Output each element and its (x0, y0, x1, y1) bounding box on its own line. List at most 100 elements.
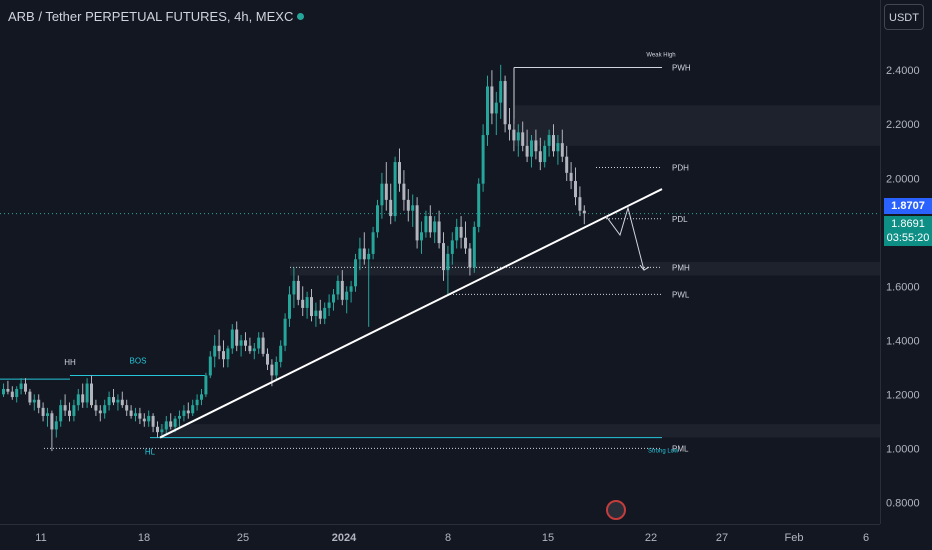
zone-box (290, 262, 880, 276)
candle-body (191, 405, 195, 414)
candle-body (468, 248, 472, 268)
time-tick-label: 8 (445, 532, 451, 544)
candle-body (503, 81, 507, 125)
annotation-label: PMH (672, 263, 690, 272)
time-tick-label: 6 (863, 532, 869, 544)
candle-body (393, 162, 397, 217)
candle-body (490, 86, 494, 114)
candle-body (345, 291, 349, 300)
time-tick-label: 15 (542, 532, 554, 544)
candle-body (186, 410, 190, 414)
candle-body (336, 280, 340, 295)
candle-body (556, 143, 560, 152)
zones-layer (160, 105, 880, 438)
price-tick-label: 1.0000 (886, 443, 920, 455)
candle-body (547, 135, 551, 146)
candle-body (565, 156, 569, 173)
time-tick-label: 27 (716, 532, 728, 544)
annotation-label: HL (145, 448, 156, 457)
candle-body (46, 413, 49, 416)
projection-path (605, 206, 645, 271)
candle-body (195, 399, 199, 406)
candle-body (362, 248, 366, 260)
time-tick-label: 11 (35, 532, 46, 544)
candle-body (107, 397, 111, 406)
time-tick-label: 18 (138, 532, 150, 544)
candle-body (182, 410, 186, 416)
time-tick-label: 25 (237, 532, 249, 544)
price-tick-label: 2.0000 (886, 173, 920, 185)
candle-body (380, 183, 384, 206)
candle-body (494, 102, 498, 114)
candle-body (283, 318, 287, 346)
price-tick-label: 0.8000 (886, 497, 920, 509)
candle-body (116, 399, 120, 403)
currency-unit-button[interactable]: USDT (884, 4, 924, 30)
candle-body (151, 415, 155, 427)
candle-body (477, 183, 481, 227)
candle-body (424, 216, 428, 233)
current-price-tag: 1.8691 03:55:20 (884, 216, 932, 246)
candle-body (450, 240, 454, 254)
candle-body (103, 405, 107, 414)
time-axis[interactable]: 11 18 25 2024 8 15 22 27 Feb 6 (35, 532, 869, 544)
candle-body (525, 145, 529, 157)
candle-body (6, 388, 10, 392)
candle-body (552, 135, 555, 152)
candle-body (252, 348, 256, 352)
annotation-label: Strong Low (648, 448, 679, 454)
candle-body (310, 297, 313, 317)
annotation-label: PML (672, 444, 689, 453)
price-axis[interactable]: 0.80001.00001.20001.40001.60001.80002.00… (886, 65, 920, 509)
candle-body (543, 145, 547, 163)
candle-body (37, 399, 41, 408)
candle-body (516, 132, 520, 141)
candle-body (160, 429, 164, 433)
candle-body (569, 172, 573, 181)
candle-body (68, 410, 71, 416)
candles-layer (2, 64, 586, 452)
candle-body (560, 143, 564, 157)
candle-body (376, 205, 379, 233)
candle-body (261, 337, 265, 354)
candle-body (120, 399, 124, 406)
candle-body (222, 351, 225, 360)
candle-body (296, 280, 300, 300)
candle-body (112, 397, 115, 403)
candle-body (270, 364, 274, 376)
candle-body (349, 286, 353, 292)
candle-body (420, 232, 423, 241)
candle-body (574, 180, 577, 198)
candle-body (230, 329, 234, 349)
candle-body (239, 340, 243, 346)
candle-body (59, 405, 63, 422)
current-price-value: 1.8691 (891, 218, 925, 230)
candle-body (54, 421, 58, 430)
candle-body (442, 243, 445, 271)
candle-body (217, 345, 221, 352)
levels-layer (0, 67, 880, 449)
candle-body (129, 410, 133, 416)
annotation-label: BOS (130, 356, 147, 365)
candle-body (213, 345, 217, 357)
candle-body (226, 348, 230, 360)
candle-body (94, 405, 98, 411)
candle-body (81, 394, 85, 403)
zone-box (160, 424, 880, 438)
annotation-label: PWL (672, 290, 690, 299)
candle-body (32, 399, 36, 403)
price-tick-label: 2.4000 (886, 65, 920, 77)
candle-body (371, 232, 375, 254)
candle-body (314, 310, 318, 317)
candle-body (472, 226, 476, 268)
candle-body (464, 237, 467, 249)
candle-body (138, 413, 142, 419)
candle-body (305, 297, 309, 308)
candle-body (455, 226, 459, 241)
candle-body (367, 253, 371, 260)
candle-body (318, 310, 322, 319)
candle-body (499, 81, 503, 103)
candle-body (398, 162, 401, 184)
annotation-label: PDH (672, 163, 689, 172)
